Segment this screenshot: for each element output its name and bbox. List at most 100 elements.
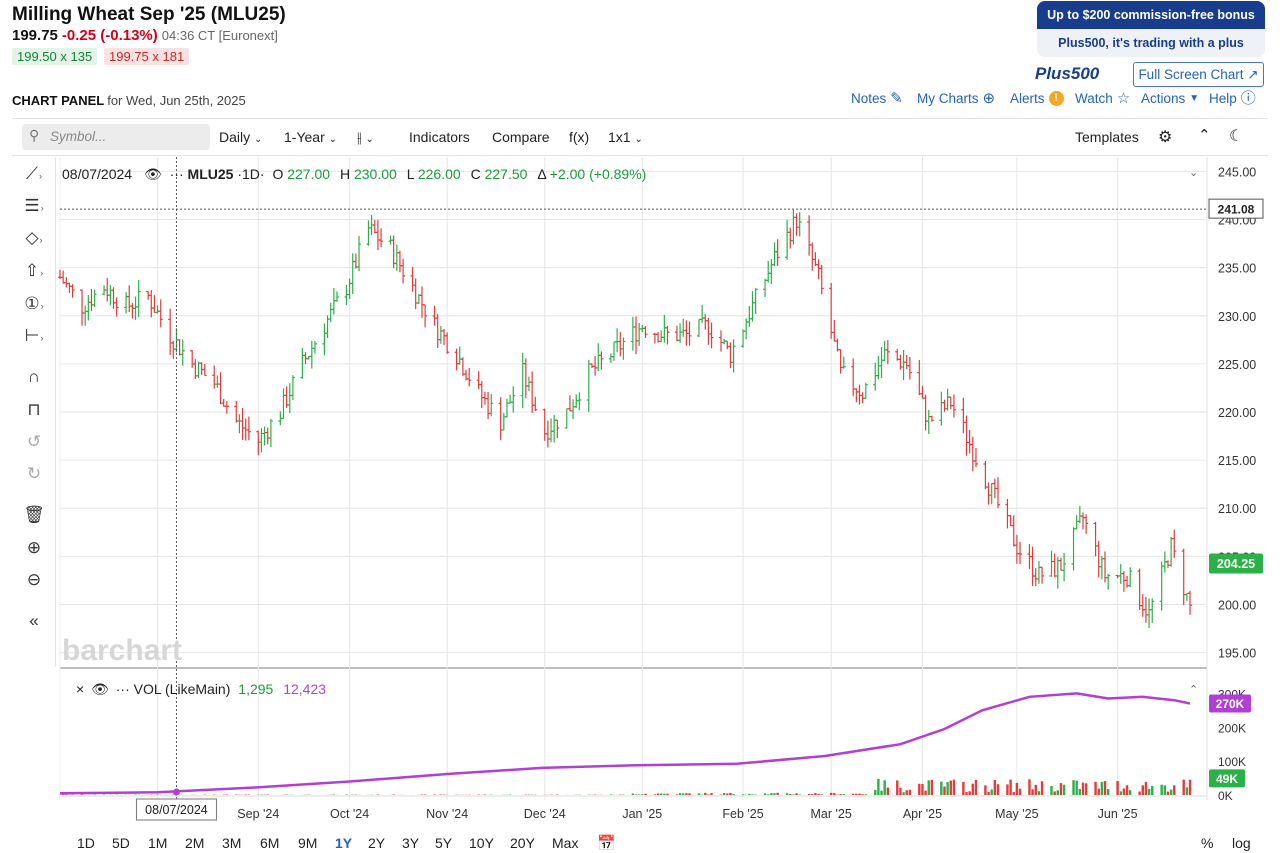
ohlc-bar [907, 356, 912, 380]
undo-icon[interactable]: ↺ [26, 432, 42, 451]
period-button-3m[interactable]: 3M [222, 835, 242, 851]
list-tool-icon[interactable]: ☰› [24, 196, 44, 215]
volume-bar [1059, 783, 1063, 795]
volume-bar [1141, 785, 1144, 795]
volume-tick-label: 200K [1218, 721, 1246, 735]
dark-mode-moon-icon[interactable]: ☾ [1229, 128, 1244, 145]
annotation-number-icon[interactable]: ①› [24, 294, 44, 313]
ohlc-bar [1036, 561, 1041, 584]
period-button-20y[interactable]: 20Y [510, 835, 535, 851]
zoom-out-icon[interactable]: ⊖ [26, 570, 42, 589]
ohlc-bar [212, 365, 217, 389]
x-tick-label: Nov '24 [426, 807, 468, 821]
period-button-max[interactable]: Max [552, 835, 579, 851]
ohlc-bar [876, 356, 881, 380]
volume-bar [1173, 785, 1176, 795]
percent-toggle[interactable]: % [1201, 835, 1214, 851]
promo-banner[interactable]: Up to $200 commission-free bonus Plus500… [1037, 1, 1265, 57]
volume-bar [1078, 788, 1082, 795]
lock-icon[interactable]: ⊓ [27, 400, 41, 419]
period-button-10y[interactable]: 10Y [469, 835, 494, 851]
volume-bar [962, 781, 965, 795]
measure-tool-icon[interactable]: ⊢› [24, 326, 44, 345]
settings-gear-icon[interactable]: ⚙ [1158, 129, 1173, 146]
symbol-search-input[interactable]: Symbol... [22, 124, 210, 150]
period-button-2m[interactable]: 2M [185, 835, 205, 851]
ohlc-bar [124, 292, 129, 314]
ohlc-bar [939, 391, 944, 426]
ohlc-bar [1058, 557, 1063, 571]
volume-bar [688, 793, 691, 795]
legend-collapse-chevron-icon[interactable]: ⌄ [1189, 167, 1199, 179]
volume-bar [971, 783, 975, 795]
indicators-button[interactable]: Indicators [409, 129, 470, 145]
period-button-5d[interactable]: 5D [112, 835, 130, 851]
layout-dropdown[interactable]: 1x1 ⌄ [608, 129, 643, 145]
ohlc-bar [460, 357, 465, 377]
redo-icon[interactable]: ↻ [26, 464, 42, 483]
range-dropdown[interactable]: 1-Year ⌄ [284, 129, 338, 145]
volume-tick-label: 100K [1218, 755, 1246, 769]
period-button-9m[interactable]: 9M [298, 835, 318, 851]
ohlc-bar [986, 482, 991, 505]
period-button-1m[interactable]: 1M [148, 835, 168, 851]
period-button-1y[interactable]: 1Y [335, 835, 353, 851]
promo-headline[interactable]: Up to $200 commission-free bonus [1037, 1, 1265, 29]
help-link[interactable]: Help ⓘ [1209, 90, 1256, 107]
ohlc-bar [841, 356, 846, 369]
magnet-icon[interactable]: ∩ [27, 367, 41, 386]
ohlc-bar [696, 318, 701, 338]
interval-dropdown[interactable]: Daily ⌄ [219, 129, 263, 145]
compare-button[interactable]: Compare [492, 129, 550, 145]
collapse-sidebar-icon[interactable]: « [29, 611, 39, 630]
line-tool-icon[interactable]: ⟋› [26, 164, 42, 183]
ohlc-bar [725, 340, 730, 350]
my-charts-link[interactable]: My Charts ⊕ [917, 90, 996, 107]
volume-bar [634, 794, 638, 795]
ohlc-bar [1074, 515, 1079, 530]
actions-menu[interactable]: Actions ▼ [1141, 91, 1200, 106]
collapse-up-icon[interactable]: ⌃ [1198, 127, 1211, 144]
notes-link[interactable]: Notes ✎ [851, 90, 903, 107]
volume-bar [1015, 782, 1019, 795]
alerts-link[interactable]: Alerts! [1010, 91, 1064, 106]
full-screen-chart-button[interactable]: Full Screen Chart ↗ [1133, 62, 1264, 87]
ohlc-bar [108, 284, 113, 306]
arrow-up-tool-icon[interactable]: ⇧› [24, 261, 44, 280]
volume-bar [820, 794, 823, 795]
calendar-icon[interactable]: 📅 [597, 835, 616, 852]
period-button-3y[interactable]: 3Y [402, 835, 420, 851]
ohlc-bar [769, 259, 774, 285]
period-button-1d[interactable]: 1D [77, 835, 95, 851]
plus500-logo[interactable]: Plus500 [1035, 64, 1100, 83]
y-tick-label: 210.00 [1218, 502, 1256, 516]
period-button-5y[interactable]: 5Y [435, 835, 453, 851]
ohlc-bar [457, 346, 462, 365]
zoom-in-icon[interactable]: ⊕ [26, 538, 42, 557]
volume-bar [666, 793, 669, 795]
promo-tagline[interactable]: Plus500, it's trading with a plus [1058, 36, 1244, 50]
volume-bar [1062, 784, 1066, 795]
period-button-2y[interactable]: 2Y [368, 835, 386, 851]
chart-type-dropdown[interactable]: ⫲ ⌄ [357, 129, 374, 146]
watch-link[interactable]: Watch ☆ [1075, 90, 1131, 107]
volume-collapse-icon[interactable]: ⌃ [1189, 684, 1199, 696]
volume-bar [685, 793, 688, 795]
log-toggle[interactable]: log [1232, 835, 1251, 851]
templates-button[interactable]: Templates [1075, 129, 1139, 145]
period-button-6m[interactable]: 6M [260, 835, 280, 851]
trash-icon[interactable]: 🗑 [23, 505, 45, 524]
ohlc-bar [61, 270, 66, 284]
ohlc-bar [1169, 536, 1174, 567]
fx-button[interactable]: f(x) [569, 129, 590, 145]
ohlc-bar [80, 289, 85, 326]
ohlc-bar [920, 385, 925, 399]
shape-tool-icon[interactable]: ◇› [25, 228, 43, 247]
ohlc-bar [995, 477, 1000, 509]
volume-bar [952, 779, 956, 795]
volume-bar [770, 793, 773, 795]
ohlc-bar [1040, 566, 1045, 584]
crosshair-date-box [135, 798, 217, 821]
volume-bar [1056, 790, 1059, 795]
